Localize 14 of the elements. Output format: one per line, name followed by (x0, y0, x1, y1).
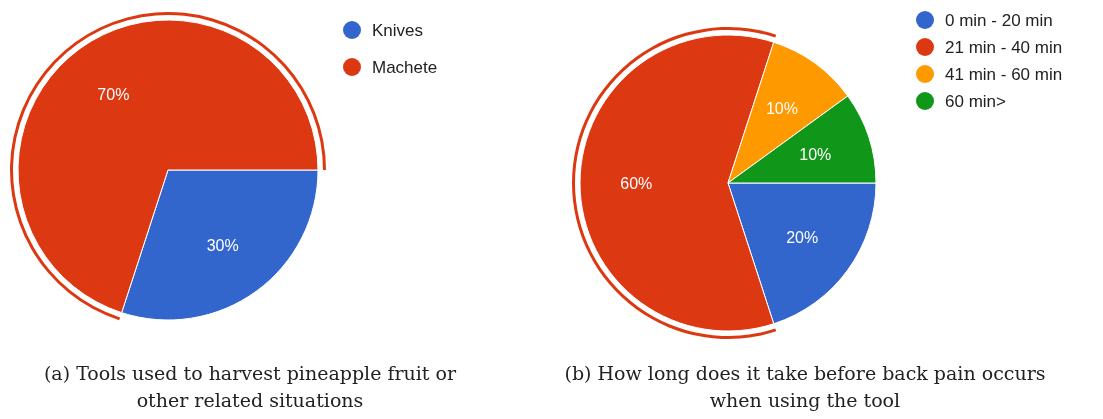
text: (a) Tools used to harvest pineapple fruit or other related situations (43, 362, 457, 411)
legend-label: Machete (372, 57, 438, 77)
data-label: 30% (206, 236, 239, 254)
legend-label: Knives (372, 20, 424, 40)
legend-label: 41 min - 60 min (945, 64, 1063, 84)
data-label: 20% (786, 228, 819, 246)
text: (b) How long does it take before back pain occurs when using the tool (564, 362, 1046, 411)
data-label: 70% (97, 86, 130, 104)
legend-label: 0 min - 20 min (945, 10, 1053, 30)
data-label: 10% (799, 146, 832, 164)
data-label: 10% (765, 100, 798, 118)
legend-label: 60 min> (945, 91, 1007, 111)
legend-label: 21 min - 40 min (945, 37, 1063, 57)
data-label: 60% (620, 174, 653, 192)
